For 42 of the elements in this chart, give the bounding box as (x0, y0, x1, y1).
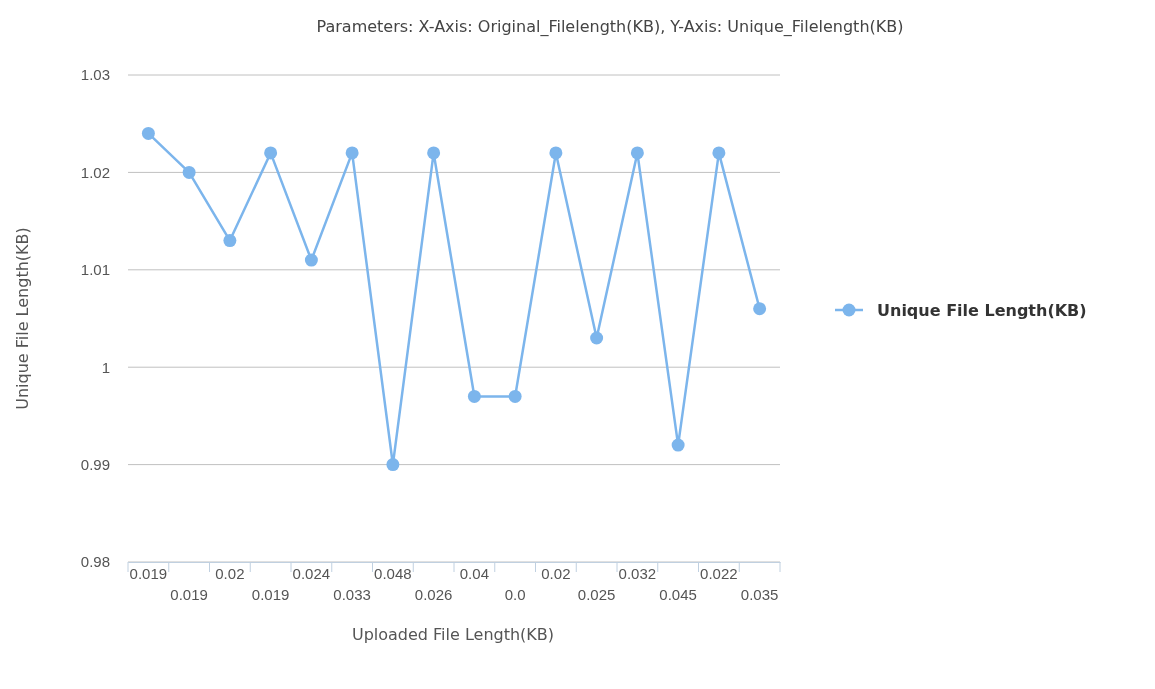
x-tick-label: 0.032 (618, 564, 657, 582)
x-tick-label: 0.0 (504, 585, 526, 603)
point (427, 146, 441, 160)
x-tick-label: 0.033 (333, 585, 371, 603)
x-tick-label: 0.035 (740, 585, 779, 603)
x-tick-label: 0.024 (292, 564, 331, 582)
point (223, 234, 237, 248)
point (182, 165, 196, 179)
legend-label: Unique File Length(KB) (877, 301, 1087, 320)
y-tick-label: 1.01 (80, 261, 110, 279)
x-tick-label: 0.019 (251, 585, 290, 603)
point (630, 146, 644, 160)
point (508, 389, 522, 403)
x-tick-label: 0.02 (215, 564, 245, 582)
point (141, 126, 155, 140)
y-tick-label: 1.03 (80, 66, 110, 84)
point (304, 253, 318, 267)
point (549, 146, 563, 160)
point (264, 146, 278, 160)
y-tick-label: 0.99 (80, 455, 110, 473)
x-tick-label: 0.026 (414, 585, 453, 603)
x-tick-label: 0.019 (129, 564, 168, 582)
x-tick-label: 0.019 (170, 585, 208, 603)
point (345, 146, 359, 160)
y-axis-title: Unique File Length(KB) (13, 227, 32, 410)
y-tick-label: 1.02 (80, 163, 110, 181)
point (467, 389, 481, 403)
x-tick-label: 0.045 (659, 585, 697, 603)
point (386, 458, 400, 472)
point (712, 146, 726, 160)
y-tick-label: 0.98 (80, 553, 110, 571)
x-tick-label: 0.022 (700, 564, 738, 582)
x-tick-label: 0.04 (459, 564, 489, 582)
x-tick-label: 0.02 (541, 564, 571, 582)
point (671, 438, 685, 452)
x-tick-label: 0.025 (577, 585, 616, 603)
chart-title: Parameters: X-Axis: Original_Filelength(KB), Y-Axis: Unique_Filelength(KB) (316, 17, 904, 37)
point (590, 331, 604, 345)
point (753, 302, 767, 316)
x-tick-label: 0.048 (374, 564, 412, 582)
x-axis-title: Uploaded File Length(KB) (351, 625, 555, 644)
y-tick-label: 1 (101, 358, 110, 376)
